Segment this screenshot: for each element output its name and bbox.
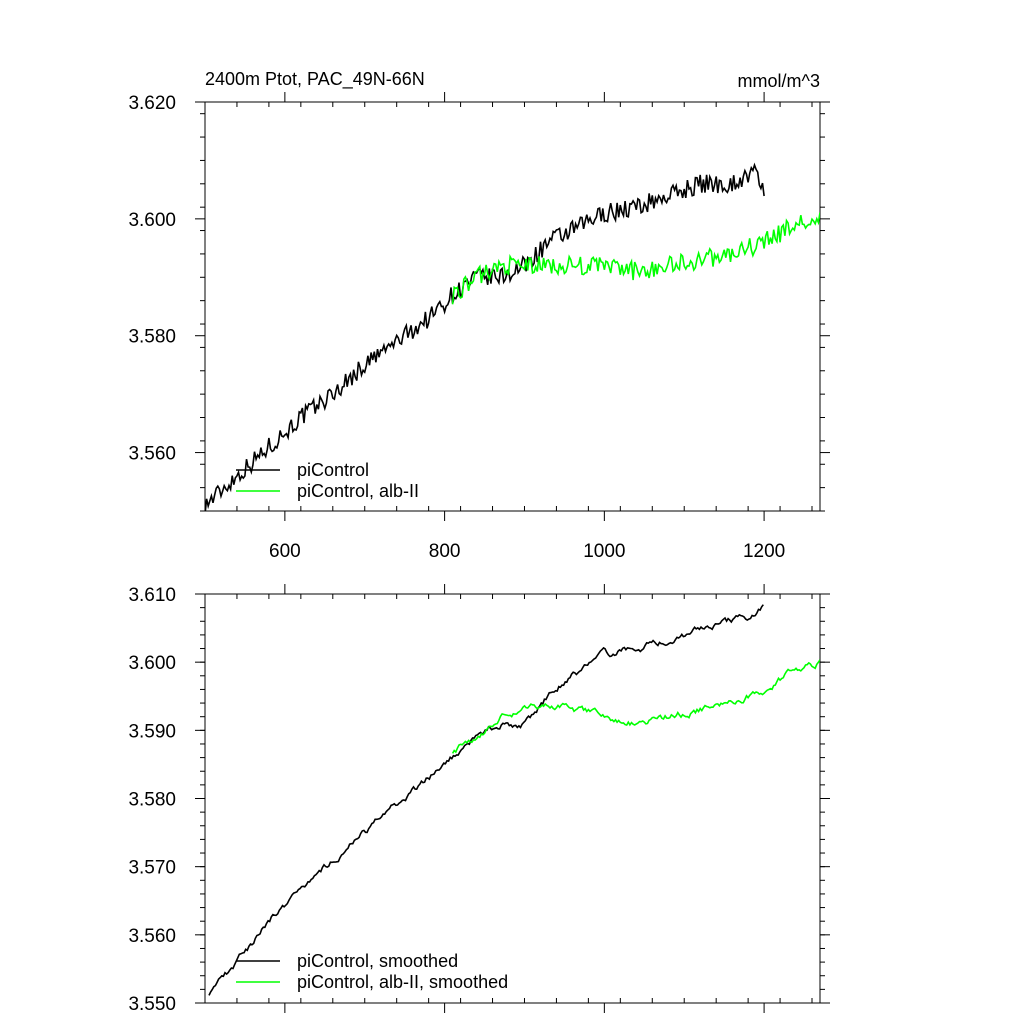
plot-frame: [204, 593, 821, 1004]
y-tick-label: 3.610: [128, 585, 176, 606]
legend-label: piControl, alb-II, smoothed: [297, 972, 508, 992]
y-tick-label: 3.570: [128, 858, 176, 879]
series-line-picontrol: [205, 162, 765, 511]
y-tick-label: 3.590: [128, 721, 176, 742]
y-tick-label: 3.580: [128, 790, 176, 811]
legend-label: piControl: [297, 460, 369, 480]
series-line-picontrol: [208, 604, 764, 996]
legend-label: piControl, smoothed: [297, 951, 458, 971]
x-tick-label: 1000: [583, 541, 625, 562]
top-panel: 2400m Ptot, PAC_49N-66N mmol/m^3 600 800 100…: [128, 69, 830, 562]
y-tick-label: 3.560: [128, 444, 176, 465]
y-tick-label: 3.620: [128, 93, 176, 114]
x-tick-label: 600: [269, 541, 301, 562]
y-tick-label: 3.560: [128, 926, 176, 947]
legend-label: piControl, alb-II: [297, 481, 419, 501]
series-line-alb-ii: [451, 659, 820, 754]
plot-frame: [204, 101, 821, 512]
x-tick-label: 1200: [743, 541, 785, 562]
units-label: mmol/m^3: [738, 71, 820, 91]
chart-title: 2400m Ptot, PAC_49N-66N: [205, 69, 425, 90]
y-tick-label: 3.600: [128, 210, 176, 231]
y-tick-label: 3.580: [128, 327, 176, 348]
y-tick-label: 3.550: [128, 994, 176, 1015]
x-tick-label: 800: [429, 541, 461, 562]
series-line-alb-ii: [451, 212, 820, 305]
bottom-panel: 3.550 3.560 3.570 3.580 3.590 3.600 3.610 piCon…: [128, 584, 830, 1015]
y-tick-label: 3.600: [128, 653, 176, 674]
